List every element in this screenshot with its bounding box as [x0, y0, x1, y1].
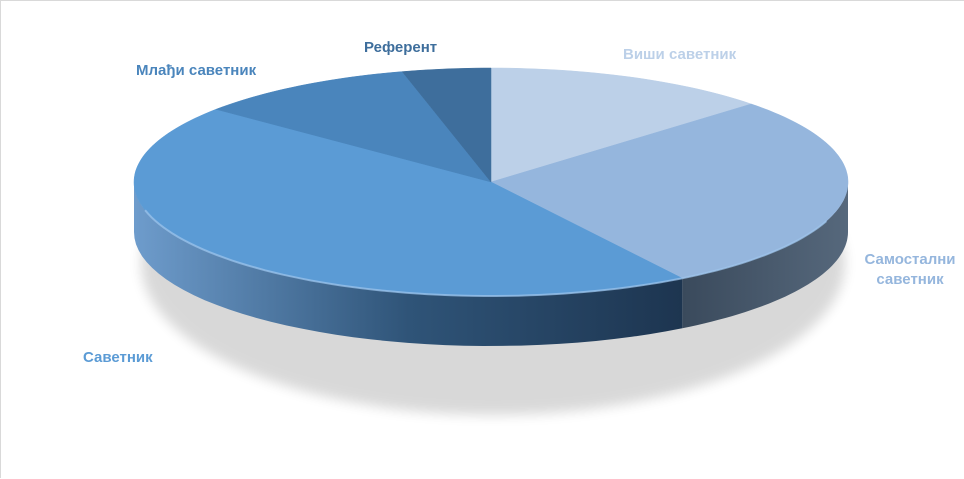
pie-slice-visi — [490, 67, 753, 183]
label-referent: Референт — [364, 39, 438, 56]
label-samostalni-line2: саветник — [876, 271, 944, 288]
label-visi-savetnik: Виши саветник — [623, 46, 737, 63]
pie-slice-referent — [401, 67, 492, 183]
pie-rim-highlight — [144, 209, 828, 297]
label-mladji-savetnik: Млађи саветник — [136, 62, 257, 79]
label-samostalni-savetnik: Самостални саветник — [852, 250, 964, 290]
label-samostalni-line1: Самостални — [864, 251, 956, 268]
pie-slice-mladji — [215, 71, 492, 183]
label-savetnik: Саветник — [83, 349, 153, 366]
pie-side-savetnik — [134, 182, 683, 346]
